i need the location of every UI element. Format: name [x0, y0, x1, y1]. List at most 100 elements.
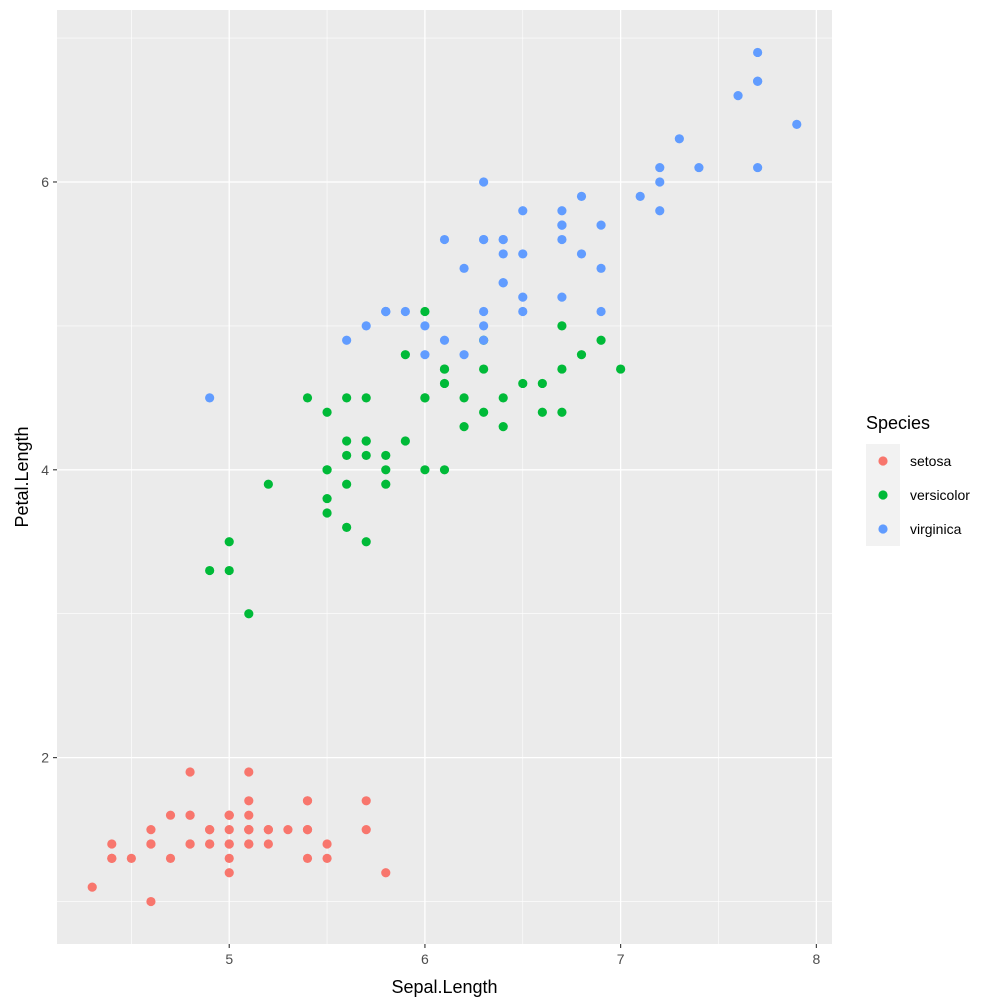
point-setosa: [381, 868, 391, 878]
point-virginica: [576, 191, 587, 201]
point-virginica: [753, 76, 763, 86]
point-setosa: [244, 767, 254, 777]
point-versicolor: [342, 522, 352, 532]
point-virginica: [694, 162, 704, 173]
point-setosa: [224, 853, 234, 863]
point-versicolor: [459, 393, 469, 403]
point-setosa: [146, 824, 156, 835]
point-setosa: [126, 853, 136, 863]
point-versicolor: [381, 479, 391, 489]
point-versicolor: [400, 436, 410, 446]
point-virginica: [655, 206, 665, 216]
point-versicolor: [381, 465, 391, 475]
legend-point-versicolor: [878, 490, 888, 500]
point-versicolor: [498, 422, 508, 432]
point-virginica: [498, 234, 508, 245]
point-virginica: [655, 162, 665, 173]
point-versicolor: [263, 479, 273, 489]
y-tick-label: 4: [41, 462, 49, 478]
point-versicolor: [361, 436, 371, 446]
legend-label-virginica: virginica: [910, 521, 962, 537]
point-versicolor: [224, 537, 234, 547]
point-setosa: [205, 824, 215, 835]
point-versicolor: [616, 364, 626, 374]
point-virginica: [557, 292, 567, 302]
point-versicolor: [518, 378, 528, 389]
point-setosa: [224, 839, 234, 849]
point-virginica: [753, 162, 763, 173]
point-setosa: [302, 796, 313, 806]
point-versicolor: [224, 565, 234, 576]
point-versicolor: [361, 393, 371, 403]
point-versicolor: [459, 422, 469, 432]
legend-point-setosa: [878, 456, 888, 466]
data-points: [87, 47, 802, 907]
point-versicolor: [205, 565, 215, 576]
point-versicolor: [420, 465, 430, 475]
point-setosa: [302, 853, 313, 863]
point-virginica: [342, 335, 352, 345]
point-virginica: [674, 134, 684, 144]
point-versicolor: [322, 493, 332, 504]
point-setosa: [263, 839, 273, 849]
point-virginica: [557, 220, 567, 230]
point-virginica: [205, 393, 215, 403]
point-versicolor: [596, 335, 606, 345]
point-virginica: [518, 206, 528, 216]
point-virginica: [557, 234, 567, 245]
point-virginica: [479, 321, 489, 331]
y-axis-title: Petal.Length: [12, 426, 32, 527]
point-virginica: [439, 335, 450, 345]
point-versicolor: [244, 609, 254, 619]
point-setosa: [185, 839, 195, 849]
point-versicolor: [322, 508, 332, 518]
point-versicolor: [322, 407, 332, 417]
point-setosa: [205, 839, 215, 849]
plot-panel: [57, 10, 832, 944]
point-setosa: [244, 810, 254, 820]
legend-label-setosa: setosa: [910, 453, 951, 469]
point-versicolor: [537, 407, 547, 417]
point-virginica: [557, 206, 567, 216]
point-versicolor: [381, 450, 391, 461]
point-setosa: [224, 868, 234, 878]
axes: 5 6 7 8 2 4 6: [41, 174, 820, 967]
point-virginica: [518, 292, 528, 302]
y-tick-label: 2: [41, 750, 49, 766]
point-versicolor: [439, 465, 450, 475]
legend-point-virginica: [878, 524, 888, 534]
point-versicolor: [498, 393, 508, 403]
point-setosa: [244, 824, 254, 835]
point-virginica: [479, 177, 489, 187]
point-virginica: [518, 249, 528, 259]
point-virginica: [792, 119, 802, 130]
point-setosa: [244, 796, 254, 806]
point-virginica: [439, 234, 450, 245]
point-setosa: [165, 810, 176, 820]
point-virginica: [479, 306, 489, 317]
point-virginica: [381, 306, 391, 317]
point-virginica: [753, 47, 763, 58]
point-setosa: [302, 824, 313, 835]
point-setosa: [322, 839, 332, 849]
point-setosa: [224, 810, 234, 820]
point-setosa: [224, 824, 234, 835]
point-virginica: [361, 321, 371, 331]
point-virginica: [596, 220, 606, 230]
point-setosa: [107, 839, 117, 849]
point-versicolor: [557, 321, 567, 331]
point-versicolor: [420, 306, 430, 317]
x-tick-label: 6: [421, 951, 429, 967]
point-virginica: [498, 278, 508, 288]
point-versicolor: [342, 393, 352, 403]
point-setosa: [107, 853, 117, 863]
point-virginica: [733, 91, 743, 101]
point-virginica: [479, 234, 489, 245]
point-virginica: [635, 191, 645, 201]
legend-label-versicolor: versicolor: [910, 487, 970, 503]
point-setosa: [361, 824, 371, 835]
x-tick-label: 8: [812, 951, 820, 967]
point-setosa: [146, 896, 156, 907]
point-versicolor: [439, 364, 450, 374]
point-versicolor: [557, 364, 567, 374]
